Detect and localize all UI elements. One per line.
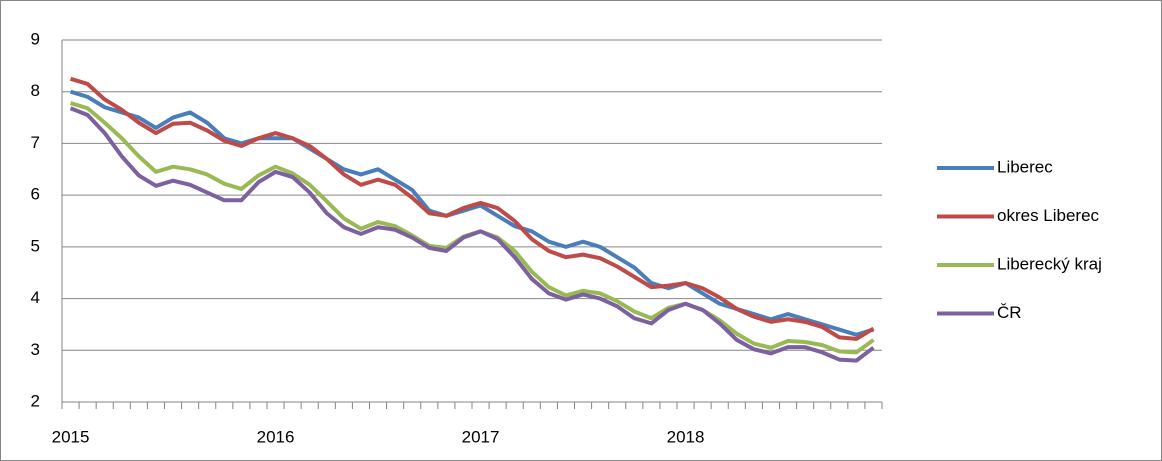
x-tick-label: 2017 — [462, 427, 500, 446]
data-line — [69, 76, 875, 341]
x-tick-label: 2016 — [257, 427, 295, 446]
x-tick-label: 2018 — [667, 427, 705, 446]
x-tick-label: 2015 — [52, 427, 90, 446]
legend-label: ČR — [997, 303, 1022, 322]
y-tick-label: 2 — [31, 391, 40, 410]
y-tick-label: 8 — [31, 81, 40, 100]
y-tick-label: 7 — [31, 133, 40, 152]
legend-label: Liberec — [997, 157, 1053, 176]
legend-label: okres Liberec — [997, 206, 1100, 225]
y-tick-label: 3 — [31, 340, 40, 359]
y-tick-label: 9 — [31, 29, 40, 48]
data-line — [69, 106, 875, 363]
legend-label: Liberecký kraj — [997, 254, 1102, 273]
y-tick-label: 5 — [31, 236, 40, 255]
y-tick-label: 6 — [31, 185, 40, 204]
y-tick-label: 4 — [31, 288, 40, 307]
